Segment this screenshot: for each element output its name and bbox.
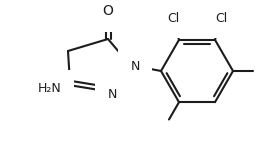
Text: Cl: Cl xyxy=(167,12,179,25)
Text: O: O xyxy=(102,4,113,18)
Text: Cl: Cl xyxy=(215,12,227,25)
Text: N: N xyxy=(130,59,140,72)
Text: N: N xyxy=(107,87,117,101)
Text: H₂N: H₂N xyxy=(38,82,62,95)
